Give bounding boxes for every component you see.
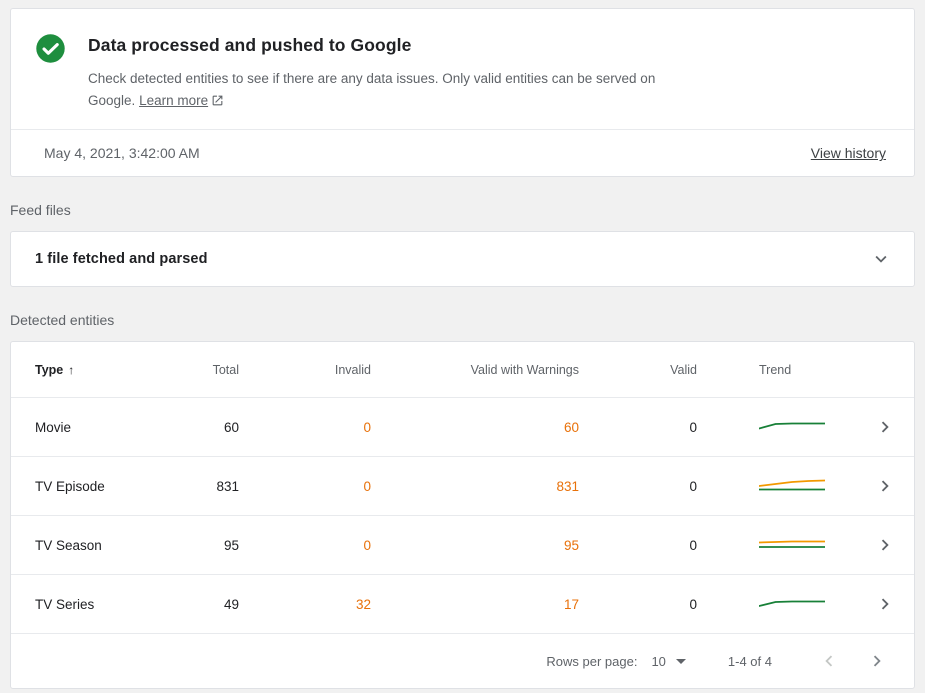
detected-entities-card: Type ↑ Total Invalid Valid with Warnings … xyxy=(10,341,915,690)
entities-table: Type ↑ Total Invalid Valid with Warnings … xyxy=(11,342,914,633)
learn-more-link[interactable]: Learn more xyxy=(139,93,224,108)
entity-type: TV Episode xyxy=(35,478,105,494)
column-header-actions xyxy=(858,342,914,398)
row-detail-cell xyxy=(858,457,914,516)
entity-trend xyxy=(697,516,858,575)
entity-total: 831 xyxy=(216,478,239,494)
row-detail-cell xyxy=(858,516,914,575)
entity-type: TV Season xyxy=(35,537,102,553)
status-text: Data processed and pushed to Google Chec… xyxy=(88,31,666,111)
trend-sparkline xyxy=(758,418,826,434)
row-detail-cell xyxy=(858,575,914,634)
entity-valid-with-warnings: 95 xyxy=(563,537,579,553)
table-row-movie[interactable]: Movie 60 0 60 0 xyxy=(11,397,914,457)
entity-valid: 0 xyxy=(689,537,697,553)
dropdown-caret-icon xyxy=(675,658,686,664)
chevron-right-icon[interactable] xyxy=(874,534,896,556)
table-row-tv-episode[interactable]: TV Episode 831 0 831 0 xyxy=(11,456,914,516)
entity-invalid: 0 xyxy=(363,537,371,553)
next-page-button[interactable] xyxy=(866,650,888,672)
view-history-link[interactable]: View history xyxy=(810,145,886,162)
column-header-total[interactable]: Total xyxy=(212,363,239,378)
entity-valid-with-warnings: 60 xyxy=(563,419,579,435)
entity-valid: 0 xyxy=(689,596,697,612)
feed-files-expander[interactable]: 1 file fetched and parsed xyxy=(10,231,915,288)
entity-trend xyxy=(697,575,858,634)
status-timestamp: May 4, 2021, 3:42:00 AM xyxy=(44,145,200,162)
status-card-body: Data processed and pushed to Google Chec… xyxy=(11,9,914,129)
column-header-valid-with-warnings[interactable]: Valid with Warnings xyxy=(470,363,579,378)
entity-trend xyxy=(697,398,858,457)
entity-total: 60 xyxy=(223,419,239,435)
table-row-tv-series[interactable]: TV Series 49 32 17 0 xyxy=(11,574,914,634)
entity-type: Movie xyxy=(35,419,72,435)
column-header-type-label: Type xyxy=(35,363,64,378)
entity-valid: 0 xyxy=(689,419,697,435)
feed-files-section-label: Feed files xyxy=(10,202,71,219)
status-description-text: Check detected entities to see if there … xyxy=(88,71,656,108)
table-row-tv-season[interactable]: TV Season 95 0 95 0 xyxy=(11,515,914,575)
entity-total: 95 xyxy=(223,537,239,553)
entity-valid: 0 xyxy=(689,478,697,494)
rows-per-page-value: 10 xyxy=(651,653,666,669)
entity-valid-with-warnings: 831 xyxy=(556,478,579,494)
column-header-valid[interactable]: Valid xyxy=(670,363,697,378)
status-footer: May 4, 2021, 3:42:00 AM View history xyxy=(11,129,914,176)
trend-sparkline xyxy=(758,595,826,611)
status-title: Data processed and pushed to Google xyxy=(88,35,412,55)
entity-invalid: 0 xyxy=(363,478,371,494)
rows-per-page-label: Rows per page: xyxy=(546,653,638,669)
previous-page-button[interactable] xyxy=(818,650,840,672)
status-card: Data processed and pushed to Google Chec… xyxy=(10,8,915,178)
learn-more-label: Learn more xyxy=(139,92,209,108)
chevron-right-icon[interactable] xyxy=(874,475,896,497)
feed-files-summary: 1 file fetched and parsed xyxy=(35,251,208,268)
status-description: Check detected entities to see if there … xyxy=(88,68,666,111)
trend-sparkline xyxy=(758,477,826,493)
column-header-trend[interactable]: Trend xyxy=(759,363,792,378)
pagination: Rows per page: 10 1-4 of 4 xyxy=(11,633,914,688)
column-header-invalid[interactable]: Invalid xyxy=(334,363,371,378)
trend-sparkline xyxy=(758,536,826,552)
external-link-icon xyxy=(212,95,223,105)
entity-trend xyxy=(697,457,858,516)
entity-total: 49 xyxy=(223,596,239,612)
chevron-right-icon xyxy=(873,655,881,667)
success-check-icon xyxy=(35,33,66,111)
entity-valid-with-warnings: 17 xyxy=(563,596,579,612)
entity-invalid: 32 xyxy=(355,596,371,612)
entity-invalid: 0 xyxy=(363,419,371,435)
table-header-row: Type ↑ Total Invalid Valid with Warnings … xyxy=(11,342,914,398)
entity-type: TV Series xyxy=(35,596,95,612)
sort-ascending-icon: ↑ xyxy=(68,363,75,378)
chevron-right-icon[interactable] xyxy=(874,593,896,615)
column-header-type[interactable]: Type ↑ xyxy=(11,342,161,398)
rows-per-page-select[interactable]: 10 xyxy=(651,653,686,669)
detected-entities-section-label: Detected entities xyxy=(10,312,115,329)
page-range-label: 1-4 of 4 xyxy=(727,653,772,669)
chevron-right-icon[interactable] xyxy=(874,416,896,438)
chevron-down-icon xyxy=(870,248,892,270)
chevron-left-icon xyxy=(825,655,833,667)
row-detail-cell xyxy=(858,398,914,457)
